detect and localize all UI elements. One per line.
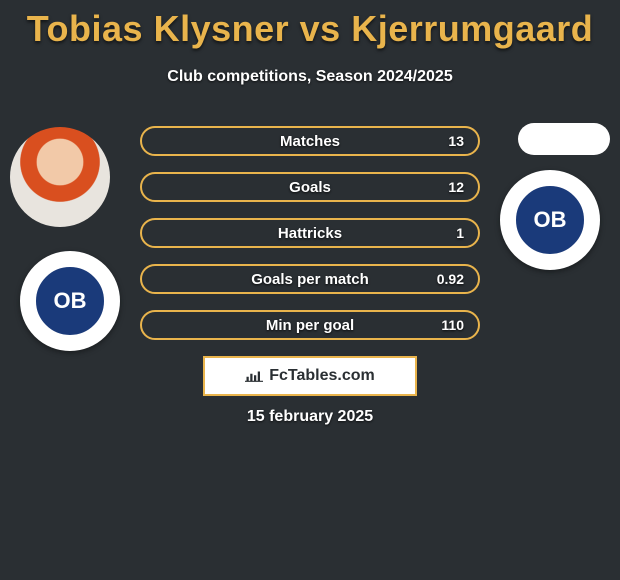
- player-photo-right-placeholder: [518, 123, 610, 155]
- date-label: 15 february 2025: [0, 408, 620, 426]
- comparison-card: Tobias Klysner vs Kjerrumgaard Club comp…: [0, 0, 620, 426]
- stat-label: Goals per match: [142, 271, 478, 288]
- subtitle: Club competitions, Season 2024/2025: [0, 68, 620, 86]
- player-photo-left: [10, 127, 110, 227]
- stat-value: 110: [441, 317, 464, 333]
- page-title: Tobias Klysner vs Kjerrumgaard: [0, 8, 620, 50]
- stat-label: Hattricks: [142, 225, 478, 242]
- stat-value: 1: [456, 225, 464, 241]
- club-badge-left: OB: [20, 251, 120, 351]
- stat-row-hattricks: Hattricks 1: [140, 218, 480, 248]
- stat-row-goals-per-match: Goals per match 0.92: [140, 264, 480, 294]
- stat-value: 12: [448, 179, 464, 195]
- club-badge-right: OB: [500, 170, 600, 270]
- stats-list: Matches 13 Goals 12 Hattricks 1 Goals pe…: [140, 126, 480, 340]
- stat-value: 0.92: [437, 271, 464, 287]
- brand-logo: FcTables.com: [203, 356, 417, 396]
- stat-row-matches: Matches 13: [140, 126, 480, 156]
- club-badge-right-text: OB: [512, 182, 588, 258]
- stat-row-min-per-goal: Min per goal 110: [140, 310, 480, 340]
- stat-value: 13: [448, 133, 464, 149]
- stat-label: Min per goal: [142, 317, 478, 334]
- club-badge-left-text: OB: [32, 263, 108, 339]
- brand-text: FcTables.com: [269, 367, 375, 385]
- stat-label: Matches: [142, 133, 478, 150]
- stat-row-goals: Goals 12: [140, 172, 480, 202]
- chart-icon: [245, 369, 263, 383]
- stat-label: Goals: [142, 179, 478, 196]
